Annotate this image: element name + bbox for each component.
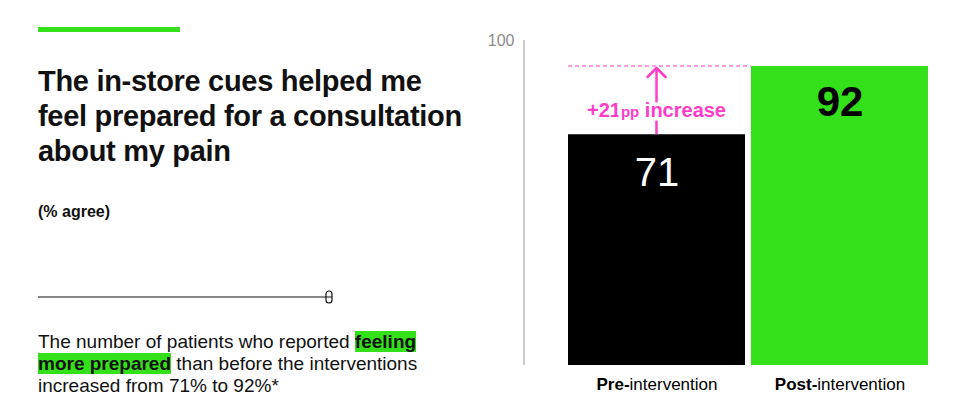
svg-text:92: 92 xyxy=(817,78,864,125)
svg-text:+21pp increase: +21pp increase xyxy=(587,99,726,121)
svg-text:100: 100 xyxy=(488,32,515,49)
html-text:The number of patients who rep: The number of patients who reported feel… xyxy=(38,331,418,396)
svg-text:71: 71 xyxy=(635,150,680,194)
html-text:(% agree): (% agree) xyxy=(38,203,110,220)
svg-text:Post-intervention: Post-intervention xyxy=(775,375,905,394)
html-text:The in-store cues helped me fe: The in-store cues helped me feel prepare… xyxy=(38,65,462,167)
svg-text:Pre-intervention: Pre-intervention xyxy=(597,375,718,394)
